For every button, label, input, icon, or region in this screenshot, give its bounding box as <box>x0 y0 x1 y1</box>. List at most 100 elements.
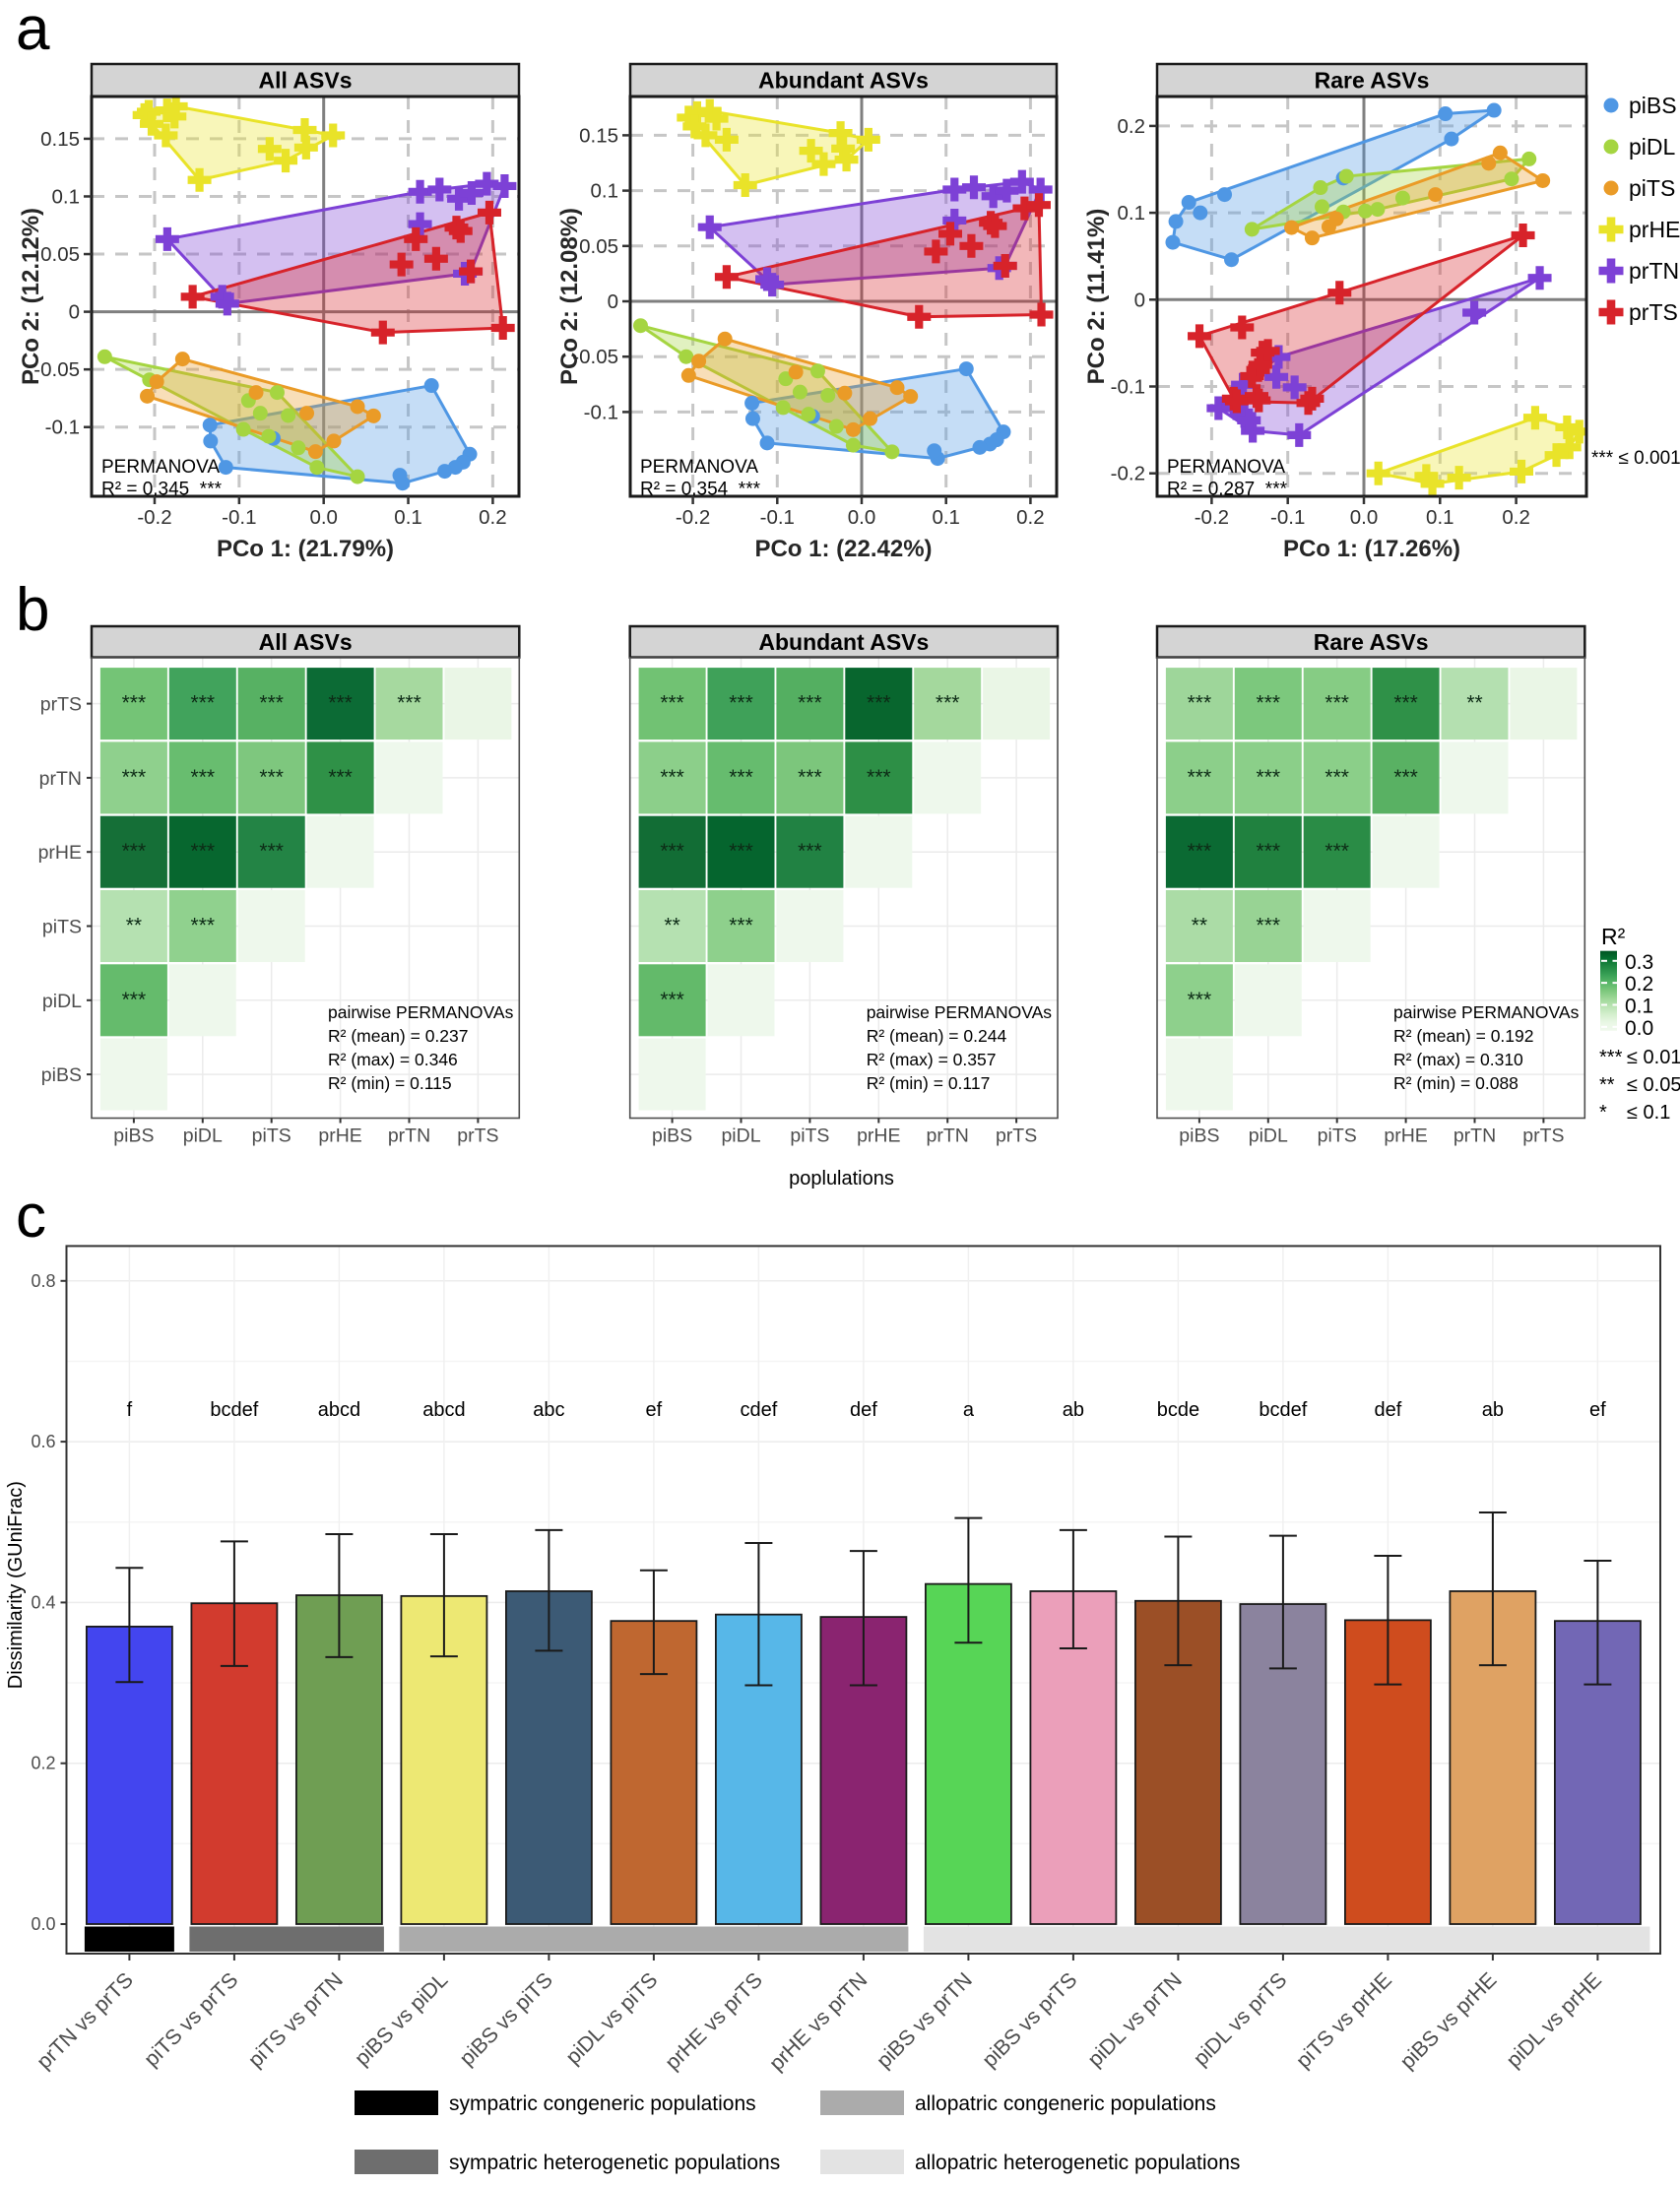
svg-text:Abundant ASVs: Abundant ASVs <box>758 68 929 94</box>
svg-text:0.0: 0.0 <box>31 1914 55 1934</box>
svg-text:Rare ASVs: Rare ASVs <box>1314 629 1429 655</box>
svg-text:***: *** <box>122 989 147 1011</box>
svg-text:***: *** <box>1257 840 1281 863</box>
svg-text:prHE: prHE <box>857 1125 900 1147</box>
svg-text:***: *** <box>1257 915 1281 937</box>
svg-text:bcdef: bcdef <box>210 1399 258 1421</box>
svg-text:***: *** <box>259 840 284 863</box>
svg-text:PERMANOVA: PERMANOVA <box>1167 457 1285 478</box>
svg-text:**: ** <box>664 915 679 937</box>
svg-text:*** ≤ 0.001: *** ≤ 0.001 <box>1591 448 1680 469</box>
svg-text:***: *** <box>191 840 216 863</box>
svg-text:***: *** <box>191 915 216 937</box>
svg-text:R² = 0.354 ***: R² = 0.354 *** <box>640 480 761 500</box>
svg-text:***: *** <box>1393 766 1418 789</box>
svg-text:-0.1: -0.1 <box>1111 376 1145 399</box>
svg-text:piDL: piDL <box>721 1125 760 1147</box>
svg-text:***: *** <box>1188 692 1212 715</box>
svg-text:0.3: 0.3 <box>1625 951 1653 974</box>
svg-text:pairwise PERMANOVAs: pairwise PERMANOVAs <box>1393 1002 1580 1022</box>
svg-text:***: *** <box>1325 840 1349 863</box>
svg-text:-0.1: -0.1 <box>760 506 795 529</box>
svg-text:***: *** <box>867 692 891 715</box>
svg-text:0.2: 0.2 <box>1502 506 1530 529</box>
svg-text:***: *** <box>1393 692 1418 715</box>
svg-text:prHE: prHE <box>1384 1125 1427 1147</box>
svg-text:≤ 0.1: ≤ 0.1 <box>1627 1102 1670 1124</box>
svg-text:R² (min) = 0.117: R² (min) = 0.117 <box>867 1073 991 1093</box>
svg-text:0.2: 0.2 <box>31 1754 55 1773</box>
svg-text:***: *** <box>1599 1047 1623 1068</box>
svg-text:0.4: 0.4 <box>31 1592 55 1612</box>
svg-text:f: f <box>127 1399 133 1421</box>
svg-text:allopatric heterogenetic popul: allopatric heterogenetic populations <box>915 2152 1240 2174</box>
svg-text:***: *** <box>1257 692 1281 715</box>
svg-text:0.0: 0.0 <box>309 506 338 529</box>
svg-text:PCo 2: (11.41%): PCo 2: (11.41%) <box>1083 209 1110 385</box>
svg-text:0.15: 0.15 <box>40 128 80 151</box>
svg-text:R² (max) = 0.310: R² (max) = 0.310 <box>1393 1050 1523 1069</box>
svg-text:prTN: prTN <box>927 1125 969 1147</box>
svg-text:0.2: 0.2 <box>479 506 507 529</box>
svg-text:***: *** <box>191 692 216 715</box>
svg-text:***: *** <box>798 840 822 863</box>
svg-text:0.6: 0.6 <box>31 1432 55 1451</box>
svg-text:piDL: piDL <box>1629 134 1676 160</box>
svg-text:0.0: 0.0 <box>1625 1017 1653 1040</box>
svg-text:0.1: 0.1 <box>932 506 960 529</box>
svg-text:0.15: 0.15 <box>579 124 618 147</box>
svg-text:allopatric congeneric populati: allopatric congeneric populations <box>915 2092 1216 2115</box>
svg-text:***: *** <box>660 692 684 715</box>
svg-text:***: *** <box>729 840 753 863</box>
svg-text:piBS: piBS <box>1179 1125 1219 1147</box>
svg-text:-0.1: -0.1 <box>222 506 256 529</box>
svg-text:0.1: 0.1 <box>394 506 422 529</box>
svg-text:-0.05: -0.05 <box>572 346 618 368</box>
svg-text:prHE: prHE <box>38 842 82 864</box>
svg-text:R² (min) = 0.115: R² (min) = 0.115 <box>328 1073 452 1093</box>
svg-text:≤ 0.01: ≤ 0.01 <box>1627 1047 1680 1068</box>
svg-text:PCo 1: (17.26%): PCo 1: (17.26%) <box>1283 536 1460 562</box>
svg-text:All ASVs: All ASVs <box>258 68 352 94</box>
svg-text:R² (mean) = 0.192: R² (mean) = 0.192 <box>1393 1026 1534 1046</box>
svg-text:prTS: prTS <box>996 1125 1037 1147</box>
svg-text:***: *** <box>1257 766 1281 789</box>
svg-text:bcde: bcde <box>1157 1399 1199 1421</box>
svg-text:piBS: piBS <box>652 1125 692 1147</box>
svg-text:0.2: 0.2 <box>1016 506 1045 529</box>
svg-text:***: *** <box>1188 989 1212 1011</box>
svg-text:ab: ab <box>1482 1399 1504 1421</box>
svg-text:ef: ef <box>1589 1399 1606 1421</box>
svg-text:prTS: prTS <box>1522 1125 1564 1147</box>
svg-text:-0.2: -0.2 <box>1195 506 1229 529</box>
svg-text:0.2: 0.2 <box>1118 115 1146 138</box>
svg-text:pairwise PERMANOVAs: pairwise PERMANOVAs <box>867 1002 1053 1022</box>
svg-text:R² (max) = 0.346: R² (max) = 0.346 <box>328 1050 458 1069</box>
svg-text:Abundant ASVs: Abundant ASVs <box>758 629 929 655</box>
svg-text:bcdef: bcdef <box>1259 1399 1307 1421</box>
svg-text:0.1: 0.1 <box>52 185 81 208</box>
svg-text:sympatric heterogenetic popula: sympatric heterogenetic populations <box>449 2152 780 2174</box>
svg-text:R²: R² <box>1601 924 1626 949</box>
svg-text:***: *** <box>122 766 147 789</box>
svg-text:PERMANOVA: PERMANOVA <box>101 457 220 478</box>
svg-text:prTS: prTS <box>40 694 82 716</box>
svg-text:sympatric congeneric populatio: sympatric congeneric populations <box>449 2092 756 2115</box>
svg-text:***: *** <box>729 692 753 715</box>
svg-text:0.1: 0.1 <box>591 180 619 203</box>
svg-text:0: 0 <box>69 301 80 324</box>
svg-text:prTN: prTN <box>39 768 82 790</box>
svg-text:***: *** <box>259 692 284 715</box>
svg-text:prTN: prTN <box>388 1125 430 1147</box>
svg-text:piBS: piBS <box>113 1125 154 1147</box>
svg-text:R² (max) = 0.357: R² (max) = 0.357 <box>867 1050 997 1069</box>
svg-text:-0.2: -0.2 <box>676 506 710 529</box>
svg-text:PERMANOVA: PERMANOVA <box>640 457 758 478</box>
svg-text:R² = 0.287 ***: R² = 0.287 *** <box>1167 480 1288 500</box>
svg-text:***: *** <box>936 692 960 715</box>
svg-text:≤ 0.05: ≤ 0.05 <box>1627 1074 1680 1096</box>
svg-text:-0.1: -0.1 <box>1270 506 1305 529</box>
svg-text:abc: abc <box>533 1399 564 1421</box>
svg-text:0.1: 0.1 <box>1426 506 1454 529</box>
svg-text:R² (mean) = 0.237: R² (mean) = 0.237 <box>328 1026 469 1046</box>
